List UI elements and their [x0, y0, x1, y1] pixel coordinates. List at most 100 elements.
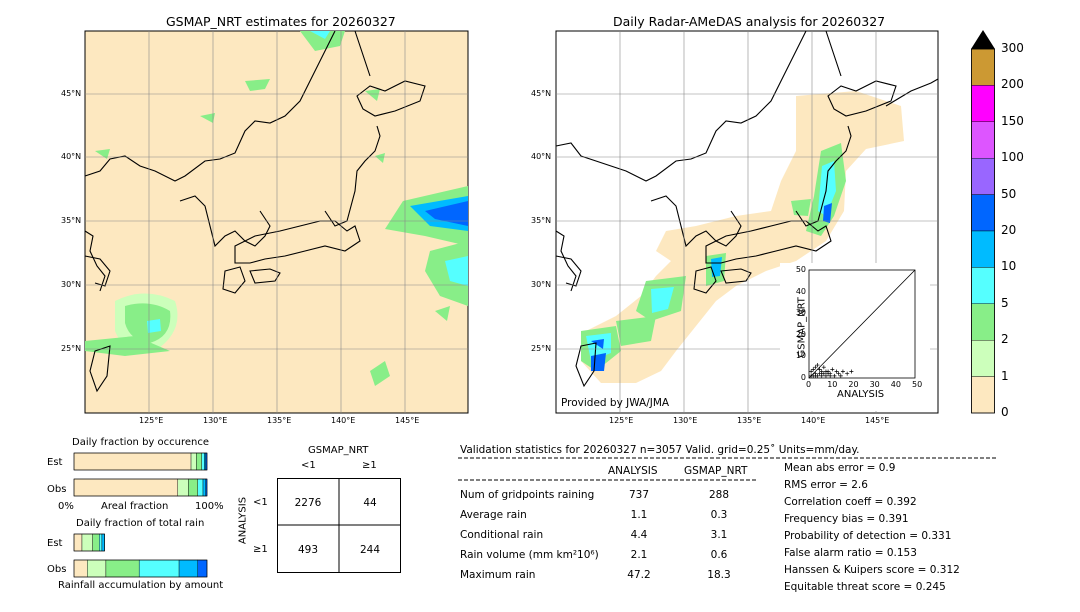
- scatter-point: [834, 369, 839, 374]
- stat-label: Maximum rain: [460, 569, 536, 581]
- contingency-title: GSMAP_NRT: [308, 445, 369, 456]
- validation-col-gsmap: GSMAP_NRT: [684, 465, 748, 477]
- fraction-bar-segment: [81, 533, 93, 552]
- right-lon-tick: 140°E: [801, 416, 826, 425]
- scatter-ytick: 30: [795, 308, 806, 318]
- colorbar-label: 20: [1001, 223, 1017, 237]
- left-map: [84, 30, 469, 414]
- fraction-bar-segment: [92, 533, 100, 552]
- colorbar-band: [971, 303, 995, 341]
- stat-analysis: 737: [628, 489, 650, 501]
- scatter-point: [828, 373, 833, 378]
- contingency-cell: 493: [297, 544, 319, 556]
- colorbar-label: 100: [1001, 150, 1024, 165]
- contingency-row-ge1: ≥1: [253, 544, 268, 555]
- score-line: Equitable threat score = 0.245: [784, 581, 946, 593]
- fraction-bar-segment: [177, 478, 189, 497]
- contingency-cell: 2276: [294, 497, 322, 509]
- stat-analysis: 4.4: [630, 529, 648, 541]
- left-lat-tick: 35°N: [61, 216, 82, 225]
- stat-gsmap: 3.1: [710, 529, 728, 541]
- fraction-bar-segment: [99, 533, 103, 552]
- colorbar-extend-triangle: [971, 30, 995, 49]
- scatter-point: [811, 367, 816, 372]
- stat-label: Rain volume (mm km²10⁶): [460, 549, 599, 561]
- validation-rule: [458, 457, 996, 459]
- fraction-bar-segment: [196, 452, 202, 471]
- left-lon-tick: 130°E: [203, 416, 228, 425]
- stat-analysis: 1.1: [630, 509, 648, 521]
- score-line: False alarm ratio = 0.153: [784, 547, 917, 559]
- occurrence-chart: [73, 452, 208, 497]
- fraction-bar-segment: [178, 559, 198, 578]
- contingency-row-lt1: <1: [253, 497, 268, 508]
- stat-label: Num of gridpoints raining: [460, 489, 595, 501]
- fraction-bar-outline: [73, 559, 208, 578]
- colorbar-band: [971, 48, 995, 86]
- colorbar-band: [971, 230, 995, 268]
- scatter-xtick: 50: [912, 380, 923, 389]
- scatter-point: [813, 373, 818, 378]
- colorbar-band: [971, 340, 995, 377]
- scatter-ytick: 0: [800, 373, 806, 382]
- scatter-point: [817, 367, 822, 372]
- stat-gsmap: 18.3: [707, 569, 731, 581]
- colorbar-label: 200: [1001, 77, 1024, 92]
- stat-gsmap: 288: [708, 489, 730, 501]
- score-line: Frequency bias = 0.391: [784, 513, 909, 525]
- colorbar-label: 2: [1001, 332, 1009, 347]
- scatter-point: [823, 369, 828, 374]
- colorbar-label: 300: [1001, 41, 1024, 55]
- scatter-point: [832, 373, 837, 378]
- scatter-ylabel: GSMAP_NRT: [796, 297, 808, 358]
- stat-gsmap: 0.6: [710, 549, 728, 561]
- left-lon-tick: 145°E: [395, 416, 420, 425]
- validation-col-analysis: ANALYSIS: [608, 465, 658, 477]
- fraction-bar-segment: [73, 559, 88, 578]
- scatter-point: [845, 371, 850, 376]
- contingency-cell: 44: [363, 497, 377, 509]
- occurrence-xtick-0: 0%: [58, 501, 74, 512]
- right-lat-tick: 45°N: [531, 89, 552, 98]
- right-lat-tick: 35°N: [531, 216, 552, 225]
- scatter-point: [849, 369, 854, 374]
- left-lat-tick: 40°N: [61, 152, 82, 161]
- scatter-point: [819, 371, 824, 376]
- fraction-bar-segment: [105, 559, 140, 578]
- colorbar-label: 10: [1001, 259, 1017, 274]
- colorbar-label: 1: [1001, 368, 1009, 383]
- score-line: Correlation coeff = 0.392: [784, 496, 917, 508]
- scatter-xtick: 40: [890, 380, 901, 389]
- right-map-title: Daily Radar-AMeDAS analysis for 20260327: [613, 14, 886, 29]
- totalrain-est-label: Est: [47, 538, 63, 549]
- occurrence-xlabel: Areal fraction: [101, 501, 169, 512]
- contingency-cell: 244: [359, 544, 381, 556]
- colorbar-band: [971, 85, 995, 123]
- scatter-point: [823, 373, 828, 378]
- score-line: Mean abs error = 0.9: [784, 462, 896, 474]
- scatter-point: [840, 369, 845, 374]
- fraction-bar-outline: [73, 533, 105, 552]
- colorbar-band: [971, 376, 995, 414]
- left-map-grid: [85, 31, 468, 413]
- contingency-col-lt1: <1: [301, 460, 316, 471]
- scatter-ytick: 50: [795, 265, 806, 274]
- score-line: RMS error = 2.6: [784, 479, 868, 491]
- right-lon-tick: 125°E: [609, 416, 634, 425]
- right-lat-tick: 30°N: [531, 280, 552, 289]
- radar-credit: Provided by JWA/JMA: [561, 397, 670, 409]
- left-lon-tick: 135°E: [267, 416, 292, 425]
- colorbar-band: [971, 121, 995, 159]
- scatter-xtick: 0: [806, 380, 812, 389]
- fraction-bar-segment: [197, 478, 204, 497]
- stat-gsmap: 0.3: [710, 509, 728, 521]
- stat-analysis: 2.1: [630, 549, 648, 561]
- right-lon-tick: 135°E: [737, 416, 762, 425]
- scatter-diagonal: [808, 269, 916, 379]
- scatter-xtick: 30: [869, 380, 880, 389]
- occurrence-obs-label: Obs: [47, 484, 67, 495]
- colorbar-band: [971, 157, 995, 195]
- scatter-point: [826, 371, 831, 376]
- scatter-xtick: 20: [848, 380, 859, 389]
- right-lat-tick: 25°N: [531, 344, 552, 353]
